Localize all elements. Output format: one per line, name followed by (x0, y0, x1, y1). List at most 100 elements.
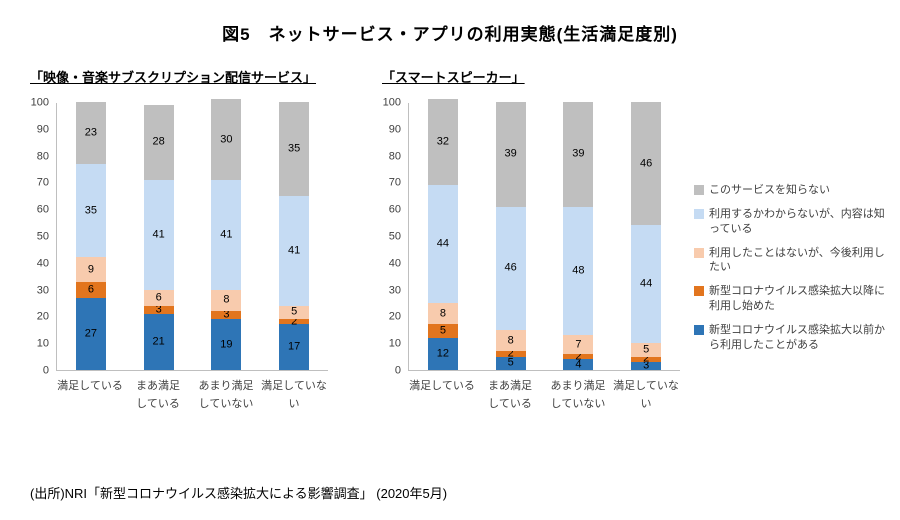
bar-segment: 35 (75, 163, 106, 258)
segment-value-label: 46 (504, 261, 517, 274)
segment-value-label: 44 (640, 277, 653, 290)
bar-segment: 5 (495, 356, 526, 370)
bar-segment: 2 (495, 347, 526, 360)
y-tick-label: 40 (388, 257, 401, 270)
y-tick-label: 50 (36, 230, 49, 243)
bar-column: 5 2 8 46 39 (477, 102, 545, 370)
chart-area: 0 10 20 30 40 50 60 70 80 90 100 27 6 9 35 23 21 3 6 41 28 1… (30, 97, 330, 376)
bar-segment: 21 (143, 313, 174, 370)
bar-segment: 39 (495, 102, 526, 207)
bar-column: 12 5 8 44 32 (409, 99, 477, 370)
y-tick-label: 0 (42, 364, 49, 377)
segment-value-label: 19 (220, 338, 233, 351)
bar-segment: 3 (631, 360, 662, 371)
y-tick-label: 40 (36, 257, 49, 270)
y-tick-label: 10 (36, 337, 49, 350)
bar-segment: 2 (279, 316, 310, 327)
stacked-bar: 19 3 8 41 30 (211, 99, 242, 370)
bar-segment: 19 (211, 319, 242, 370)
x-category-label: 満足していない (261, 380, 327, 410)
stacked-bar: 12 5 8 44 32 (427, 99, 458, 370)
segment-value-label: 41 (152, 228, 165, 241)
legend-item: 利用するかわからないが、内容は知っている (694, 207, 890, 237)
bar-segment: 48 (563, 206, 594, 336)
x-category-label: まあ満足 している (136, 380, 180, 410)
bar-segment: 2 (563, 350, 594, 363)
segment-value-label: 2 (643, 352, 650, 365)
stacked-bar: 17 2 5 41 35 (279, 102, 310, 370)
y-tick-label: 20 (36, 310, 49, 323)
y-tick-label: 70 (36, 176, 49, 189)
segment-value-label: 39 (504, 147, 517, 160)
bar-segment: 8 (211, 289, 242, 312)
bar-segment: 3 (143, 303, 174, 316)
bar-segment: 46 (495, 206, 526, 330)
legend-item: このサービスを知らない (694, 183, 890, 198)
segment-value-label: 9 (87, 263, 94, 275)
y-tick-label: 100 (382, 96, 401, 109)
y-tick-label: 50 (388, 230, 401, 243)
stacked-bar: 27 6 9 35 23 (75, 102, 106, 370)
bar-column: 3 2 5 44 46 (612, 102, 680, 371)
x-category-label: あまり満足 していない (550, 380, 606, 410)
bar-segment: 46 (631, 102, 662, 226)
y-tick-label: 100 (30, 96, 49, 109)
legend-label: 新型コロナウイルス感染拡大以降に利用し始めた (709, 285, 885, 313)
segment-value-label: 5 (439, 324, 446, 337)
segment-value-label: 28 (152, 135, 165, 148)
y-tick-label: 90 (36, 123, 49, 136)
segment-value-label: 3 (155, 303, 162, 316)
bar-segment: 8 (495, 329, 526, 352)
bar-segment: 41 (211, 179, 242, 290)
y-axis: 0 10 20 30 40 50 60 70 80 90 100 (382, 97, 408, 376)
x-category-label: あまり満足 していない (198, 380, 254, 410)
bar-segment: 5 (279, 305, 310, 320)
segment-value-label: 35 (288, 142, 301, 155)
source-note: (出所)NRI「新型コロナウイルス感染拡大による影響調査」 (2020年5月) (30, 486, 448, 501)
bar-column: 4 2 7 48 39 (545, 102, 613, 370)
plot-area: 27 6 9 35 23 21 3 6 41 28 19 3 8 41 30 17 2 5 41 35 (56, 99, 328, 371)
bar-segment: 12 (427, 337, 458, 370)
segment-value-label: 21 (152, 335, 165, 348)
chart-title-smart-speaker: 「スマートスピーカー」 (382, 70, 525, 85)
x-category-label: 満足している (57, 380, 123, 392)
stacked-bar: 5 2 8 46 39 (495, 102, 526, 370)
legend-label: 新型コロナウイルス感染拡大以前から利用したことがある (709, 323, 885, 351)
stacked-bar: 4 2 7 48 39 (563, 102, 594, 370)
segment-value-label: 8 (223, 293, 230, 306)
bar-segment: 8 (427, 303, 458, 325)
bar-column: 27 6 9 35 23 (57, 102, 125, 370)
legend: このサービスを知らない 利用するかわからないが、内容は知っている 利用したことはない… (694, 183, 890, 362)
bar-segment: 7 (563, 335, 594, 354)
chart-area: 0 10 20 30 40 50 60 70 80 90 100 12 5 8 44 32 5 2 8 46 39 4 2… (382, 97, 682, 376)
segment-value-label: 44 (436, 237, 449, 250)
segment-value-label: 2 (507, 347, 514, 360)
y-tick-label: 60 (388, 203, 401, 216)
bar-segment: 6 (143, 289, 174, 306)
segment-value-label: 8 (439, 307, 446, 320)
bar-segment: 4 (563, 359, 594, 370)
stacked-bar: 3 2 5 44 46 (631, 102, 662, 371)
segment-value-label: 12 (436, 347, 449, 360)
x-axis-labels: 満足している まあ満足 している あまり満足 していない 満足していない (56, 371, 328, 413)
page-title: 図5 ネットサービス・アプリの利用実態(生活満足度別) (222, 25, 678, 44)
chart-smart-speaker: 「スマートスピーカー」 0 10 20 30 40 50 60 70 80 90 100 12 5 8 4… (382, 67, 682, 413)
legend-swatch (694, 185, 704, 195)
bar-segment: 9 (75, 257, 106, 282)
legend-swatch (694, 247, 704, 258)
legend-label: 利用するかわからないが、内容は知っている (709, 207, 885, 235)
chart-title-subscription: 「映像・音楽サブスクリプション配信サービス」 (30, 70, 317, 85)
segment-value-label: 2 (575, 350, 582, 363)
bar-segment: 41 (279, 195, 310, 306)
y-tick-label: 60 (36, 203, 49, 216)
legend-swatch (694, 208, 704, 219)
stacked-bar: 21 3 6 41 28 (143, 102, 174, 370)
bar-column: 19 3 8 41 30 (193, 99, 261, 370)
x-category-label: 満足していない (613, 380, 679, 410)
y-tick-label: 80 (36, 150, 49, 163)
bar-segment: 44 (631, 225, 662, 344)
y-tick-label: 0 (394, 364, 401, 377)
bar-column: 17 2 5 41 35 (260, 102, 328, 370)
segment-value-label: 23 (84, 126, 97, 139)
segment-value-label: 30 (220, 133, 233, 146)
